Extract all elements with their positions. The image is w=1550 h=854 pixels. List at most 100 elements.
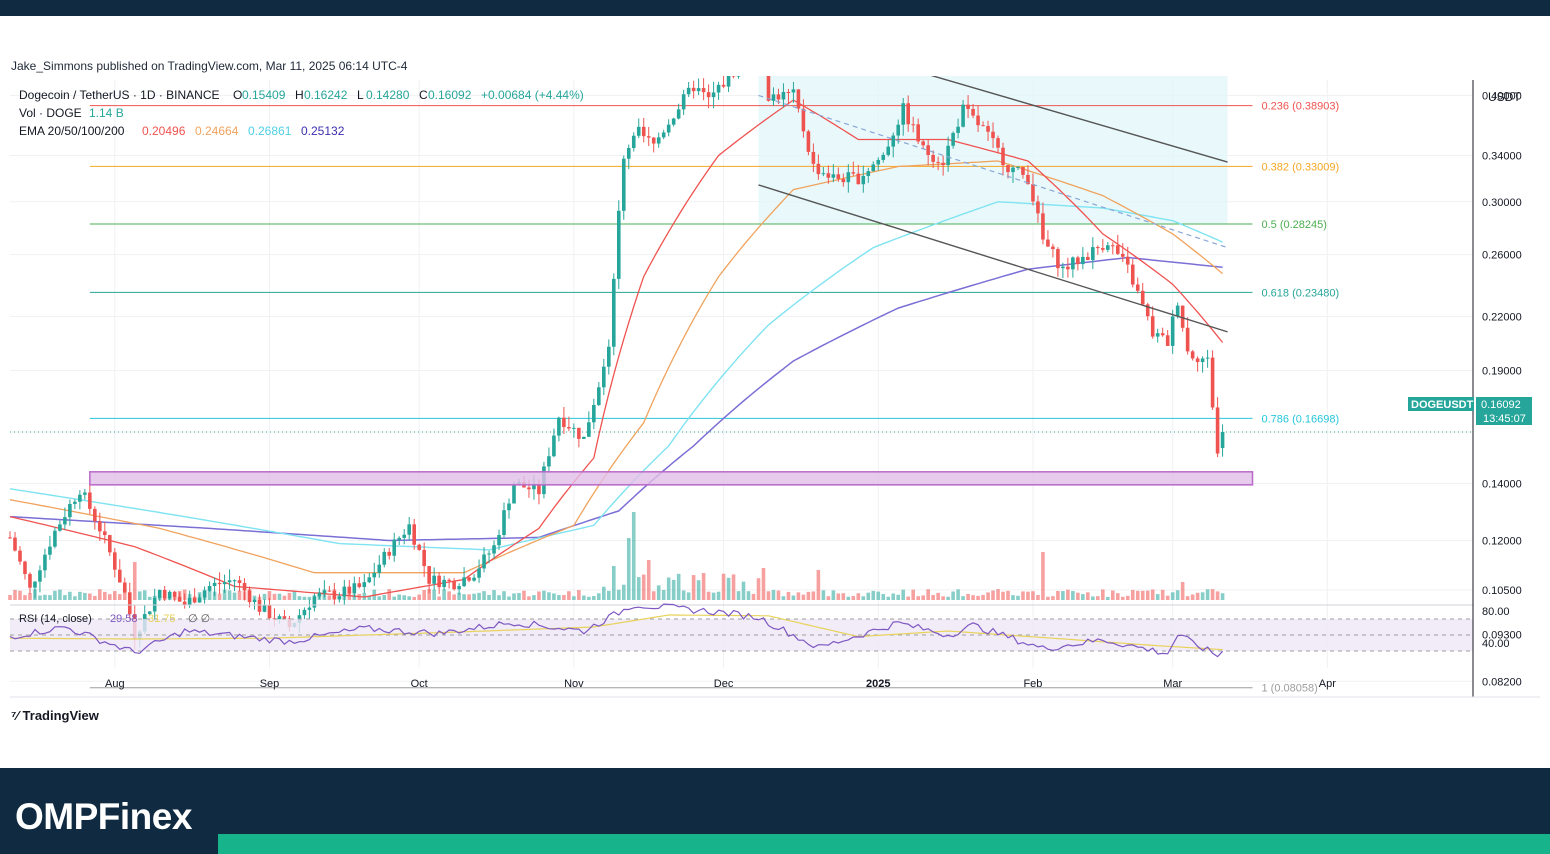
candle-body bbox=[611, 278, 616, 347]
overlay-layer bbox=[89, 76, 1254, 486]
volume-bar bbox=[562, 595, 566, 600]
candle-body bbox=[1150, 316, 1155, 337]
candle-body bbox=[696, 88, 701, 92]
candle-body bbox=[881, 154, 886, 160]
volume-bar bbox=[1101, 589, 1105, 600]
candle-body bbox=[327, 590, 332, 592]
volume-bar bbox=[921, 595, 925, 600]
candle-body bbox=[921, 141, 925, 146]
volume-bar bbox=[1026, 591, 1030, 600]
fib-level-label: 0.382 (0.33009) bbox=[1262, 161, 1340, 173]
candle-body bbox=[821, 173, 826, 175]
candle-body bbox=[312, 596, 317, 608]
candle-body bbox=[1115, 245, 1120, 254]
candle-body bbox=[1200, 358, 1205, 363]
volume-bar bbox=[966, 593, 970, 600]
channel-fill-layer bbox=[758, 76, 1228, 225]
candle-body bbox=[1210, 357, 1215, 408]
candle-body bbox=[78, 494, 82, 502]
volume-bar bbox=[876, 591, 881, 600]
price-chart[interactable]: 0 (0.48431)0.236 (0.38903)0.382 (0.33009… bbox=[0, 76, 1550, 704]
legend-ohlc-value: 0.16242 bbox=[304, 88, 348, 102]
support-zone bbox=[89, 471, 1254, 486]
candle-body bbox=[437, 575, 441, 588]
volume-bar bbox=[472, 593, 476, 600]
candle-body bbox=[567, 427, 571, 429]
volume-bar bbox=[1130, 589, 1135, 600]
volume-bar bbox=[906, 596, 910, 600]
candle-body bbox=[936, 161, 940, 163]
candle-body bbox=[407, 524, 411, 535]
candle-body bbox=[172, 591, 177, 597]
volume-bar bbox=[661, 589, 666, 600]
volume-bar bbox=[1076, 592, 1080, 600]
candle-body bbox=[88, 492, 92, 509]
candle-body bbox=[167, 591, 172, 599]
volume-bar bbox=[1031, 591, 1035, 600]
volume-bar bbox=[527, 596, 531, 600]
volume-bar bbox=[1220, 593, 1225, 600]
volume-bar bbox=[1190, 594, 1195, 600]
candle-body bbox=[192, 597, 197, 603]
candle-body bbox=[8, 537, 12, 539]
rsi-pane bbox=[9, 603, 1473, 658]
volume-bar bbox=[552, 593, 556, 600]
tradingview-logo[interactable]: ⁷⁄ TradingView bbox=[11, 708, 99, 723]
candle-body bbox=[262, 605, 267, 612]
volume-bar bbox=[676, 573, 681, 600]
volume-bar bbox=[417, 594, 421, 600]
candle-body bbox=[856, 173, 861, 185]
volume-bar bbox=[117, 594, 122, 600]
volume-bar bbox=[681, 590, 686, 600]
rsi-ma-line bbox=[10, 614, 1223, 651]
volume-bar bbox=[262, 593, 267, 600]
candle-body bbox=[626, 148, 631, 159]
legend-volume-value: 1.14 B bbox=[89, 106, 124, 120]
volume-bar bbox=[222, 589, 227, 600]
volume-bar bbox=[142, 590, 147, 600]
candle-body bbox=[721, 84, 726, 87]
volume-bar bbox=[457, 592, 461, 600]
candle-body bbox=[452, 580, 456, 590]
candle-body bbox=[1145, 304, 1150, 317]
volume-bar bbox=[916, 596, 920, 600]
candle-body bbox=[831, 174, 836, 178]
volume-bar bbox=[78, 591, 82, 600]
volume-bar bbox=[1210, 589, 1215, 600]
candle-body bbox=[656, 137, 661, 144]
candle-body bbox=[1096, 247, 1100, 249]
volume-bar bbox=[931, 595, 935, 600]
candle-body bbox=[686, 87, 691, 95]
candle-body bbox=[112, 552, 117, 570]
time-tick-label: Mar bbox=[1163, 678, 1182, 690]
volume-bar bbox=[1011, 595, 1015, 600]
volume-bar bbox=[651, 591, 656, 600]
price-tick-label: 0.10500 bbox=[1482, 585, 1522, 597]
candle-body bbox=[73, 501, 77, 504]
legend-ema100-value: 0.26861 bbox=[248, 124, 292, 138]
volume-bar bbox=[711, 592, 716, 600]
volume-bar bbox=[232, 592, 237, 600]
candle-body bbox=[457, 586, 461, 590]
candle-body bbox=[282, 616, 287, 619]
candle-body bbox=[432, 575, 436, 584]
candle-body bbox=[946, 145, 950, 166]
candle-body bbox=[28, 574, 32, 588]
volume-bar bbox=[1175, 590, 1180, 600]
candle-body bbox=[926, 145, 930, 155]
rsi-legend-extra: ∅ ∅ bbox=[188, 613, 210, 625]
candle-body bbox=[177, 596, 182, 602]
candle-body bbox=[771, 94, 776, 101]
axes: 0.450000.400000.340000.300000.260000.220… bbox=[10, 80, 1540, 698]
candle-body bbox=[307, 607, 312, 610]
currency-label: USDT bbox=[1488, 90, 1521, 104]
volume-bar bbox=[741, 581, 746, 600]
candle-body bbox=[127, 592, 132, 615]
volume-bar bbox=[981, 594, 985, 600]
volume-bar bbox=[442, 589, 446, 600]
volume-bar bbox=[831, 590, 836, 600]
symbol-tag: DOGEUSDT bbox=[1411, 399, 1474, 411]
volume-bar bbox=[891, 593, 896, 600]
volume-bar bbox=[1110, 590, 1115, 600]
volume-bar bbox=[816, 570, 821, 600]
